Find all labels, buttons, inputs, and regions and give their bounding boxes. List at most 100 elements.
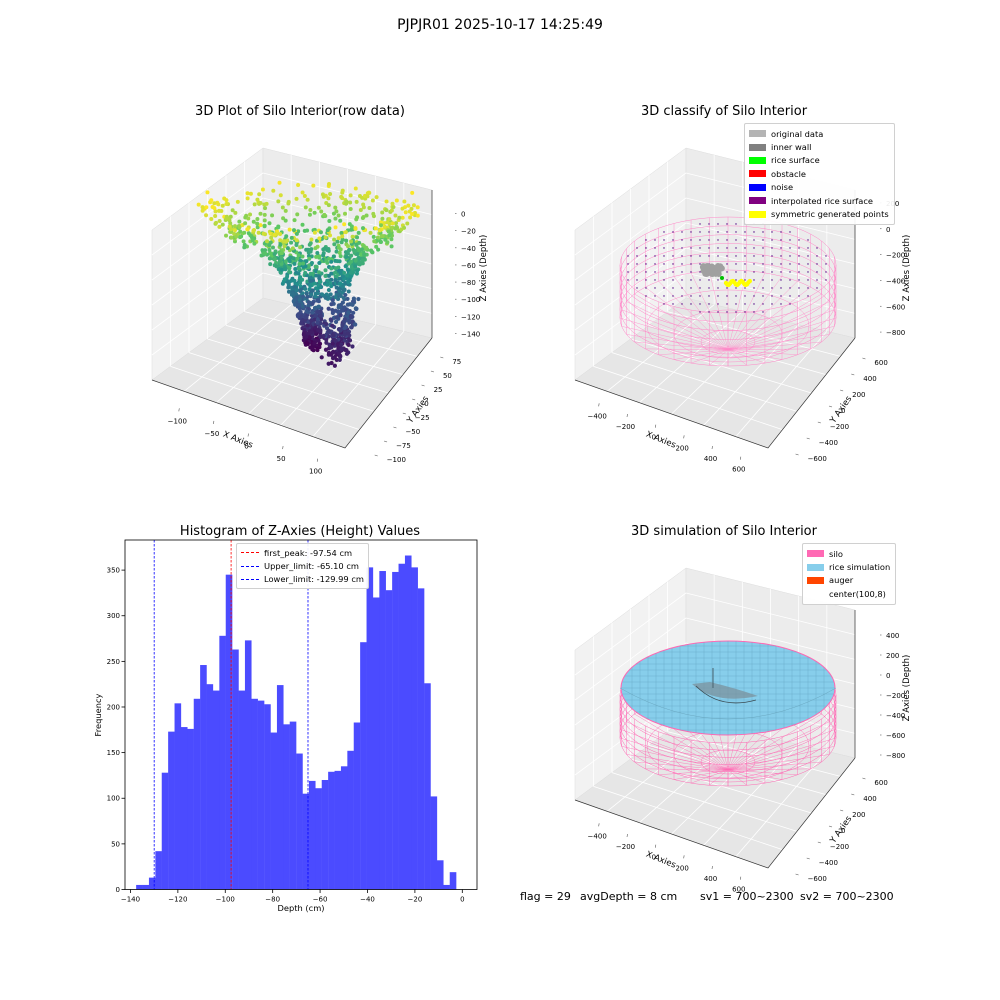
scatter-point	[245, 227, 250, 232]
legend-line-sample	[241, 552, 259, 554]
axis-line-xy	[574, 757, 856, 869]
tick-label: 0	[886, 226, 890, 234]
scatter-point	[252, 227, 257, 232]
tick-label: −50	[405, 428, 420, 436]
scatter-point	[299, 321, 304, 326]
scatter-point	[224, 201, 229, 206]
scatter-point	[344, 351, 350, 356]
scatter-point	[294, 295, 299, 300]
scatter-point	[330, 298, 335, 303]
histogram-bar	[232, 649, 239, 890]
surface-point	[663, 239, 665, 241]
scatter-point	[346, 244, 351, 249]
scatter-point	[391, 204, 396, 209]
scatter-point	[292, 284, 297, 289]
surface-point	[798, 279, 800, 281]
surface-point	[780, 247, 782, 249]
surface-point	[690, 239, 692, 241]
surface-point	[789, 255, 791, 257]
plot4-legend: silo rice simulation auger center(100,8)	[802, 543, 897, 605]
surface-point	[744, 303, 746, 305]
scatter-point	[354, 217, 359, 222]
surface-point	[780, 255, 782, 257]
scatter-point	[340, 290, 345, 295]
scatter-point	[326, 273, 331, 278]
scatter-point	[281, 216, 286, 221]
scatter-point	[261, 251, 266, 256]
scatter-point	[306, 300, 311, 305]
scatter-point	[298, 280, 303, 285]
scatter-point	[279, 255, 284, 260]
surface-point	[654, 295, 656, 297]
surface-point	[690, 247, 692, 249]
silo-cone-ring	[673, 309, 783, 359]
legend-label: first_peak: -97.54 cm	[264, 547, 353, 558]
scatter-point	[262, 224, 267, 229]
scatter-point	[260, 187, 265, 192]
original-data-point	[703, 270, 710, 277]
surface-point	[798, 295, 800, 297]
histogram-bar	[404, 555, 412, 890]
scatter-point	[255, 217, 260, 222]
surface-point	[645, 239, 647, 241]
tick-label: 200	[852, 391, 865, 399]
legend-label: auger	[829, 575, 854, 586]
scatter-point	[224, 216, 229, 221]
scatter-point	[331, 333, 336, 338]
plot1-ticks: −100−500501007550250−25−50−75−1000−20−40…	[168, 211, 481, 476]
surface-point	[744, 255, 746, 257]
gridline	[574, 592, 687, 676]
scatter-point	[204, 213, 209, 218]
scatter-point	[364, 245, 369, 250]
scatter-point	[217, 208, 222, 213]
surface-point	[699, 271, 701, 273]
scatter-point	[332, 242, 337, 247]
scatter-point	[400, 206, 405, 211]
legend-entry: noise	[749, 181, 889, 194]
surface-point	[789, 295, 791, 297]
scatter-point	[248, 191, 253, 196]
scatter-point	[246, 216, 251, 221]
surface-point	[708, 247, 710, 249]
scatter-point	[326, 196, 331, 201]
surface-point	[663, 287, 665, 289]
scatter-point	[351, 310, 356, 315]
scatter-point	[238, 235, 243, 240]
scatter-point	[324, 340, 329, 345]
scatter-point	[314, 273, 319, 278]
scatter-point	[276, 267, 281, 272]
scatter-point	[304, 309, 309, 314]
surface-point	[672, 231, 674, 233]
legend-entry: rice surface	[749, 154, 889, 167]
rice-surface-point	[720, 276, 724, 280]
legend-swatch	[749, 156, 766, 164]
scatter-point	[364, 213, 369, 218]
scatter-point	[408, 215, 413, 220]
scatter-point	[333, 266, 338, 271]
scatter-point	[390, 201, 395, 206]
tick-mark	[683, 435, 685, 439]
silo-cone-ring	[700, 749, 756, 775]
scatter-point	[360, 258, 365, 263]
surface-point	[762, 303, 764, 305]
scatter-point	[232, 228, 237, 233]
tick-mark	[806, 857, 810, 860]
surface-point	[636, 271, 638, 273]
tick-label: −100	[168, 417, 187, 425]
scatter-point	[357, 240, 362, 245]
tick-mark	[626, 413, 628, 418]
scatter-point	[285, 274, 290, 279]
scatter-point	[354, 199, 359, 204]
scatter-point	[204, 205, 209, 210]
tick-mark	[851, 793, 855, 796]
surface-point	[744, 295, 746, 297]
scatter-point	[357, 193, 362, 198]
gridline	[735, 331, 828, 437]
tick-mark	[655, 424, 657, 428]
gridline	[574, 172, 687, 256]
scatter-point	[233, 224, 238, 229]
scatter-point	[303, 270, 308, 275]
surface-point	[789, 279, 791, 281]
surface-point	[762, 271, 764, 273]
histogram-bar	[244, 640, 252, 890]
